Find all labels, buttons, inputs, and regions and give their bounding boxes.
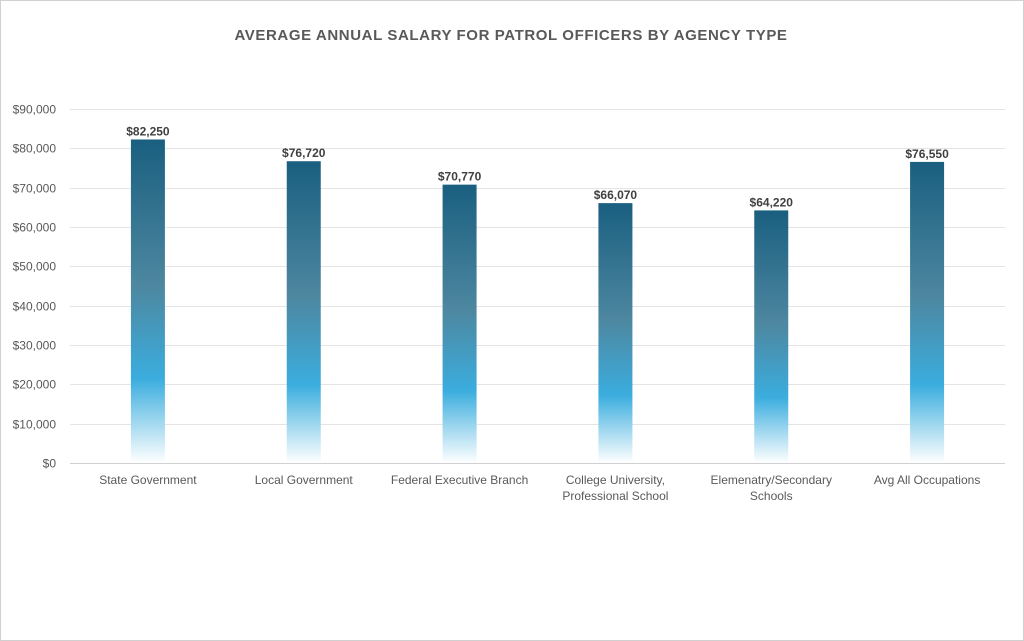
data-label: $64,220	[750, 195, 794, 209]
x-category-label: Professional School	[562, 489, 668, 503]
bar[interactable]	[910, 161, 945, 464]
data-label: $82,250	[126, 124, 170, 138]
bar[interactable]	[286, 161, 321, 463]
y-tick-label: $20,000	[13, 378, 57, 392]
y-tick-label: $10,000	[13, 418, 57, 432]
y-tick-label: $70,000	[13, 182, 57, 196]
data-label: $70,770	[438, 170, 482, 184]
data-label: $76,720	[282, 146, 326, 160]
bar[interactable]	[442, 184, 477, 463]
x-category-label: Local Government	[255, 473, 354, 487]
x-category-label: State Government	[99, 473, 197, 487]
chart-title: AVERAGE ANNUAL SALARY FOR PATROL OFFICER…	[234, 27, 787, 44]
data-label: $76,550	[905, 147, 949, 161]
bar[interactable]	[130, 139, 165, 463]
y-tick-label: $80,000	[13, 142, 57, 156]
x-category-label: Federal Executive Branch	[391, 473, 528, 487]
y-tick-label: $60,000	[13, 221, 57, 235]
x-category-label: College University,	[566, 473, 665, 487]
y-tick-label: $90,000	[13, 103, 57, 117]
bar[interactable]	[754, 210, 789, 463]
y-tick-label: $30,000	[13, 339, 57, 353]
y-tick-label: $50,000	[13, 260, 57, 274]
x-category-label: Schools	[750, 489, 793, 503]
x-category-label: Avg All Occupations	[874, 473, 981, 487]
bar[interactable]	[598, 203, 633, 463]
x-category-label: Elemenatry/Secondary	[711, 473, 832, 487]
y-tick-label: $40,000	[13, 300, 57, 314]
y-tick-label: $0	[43, 457, 57, 471]
data-label: $66,070	[594, 188, 638, 202]
